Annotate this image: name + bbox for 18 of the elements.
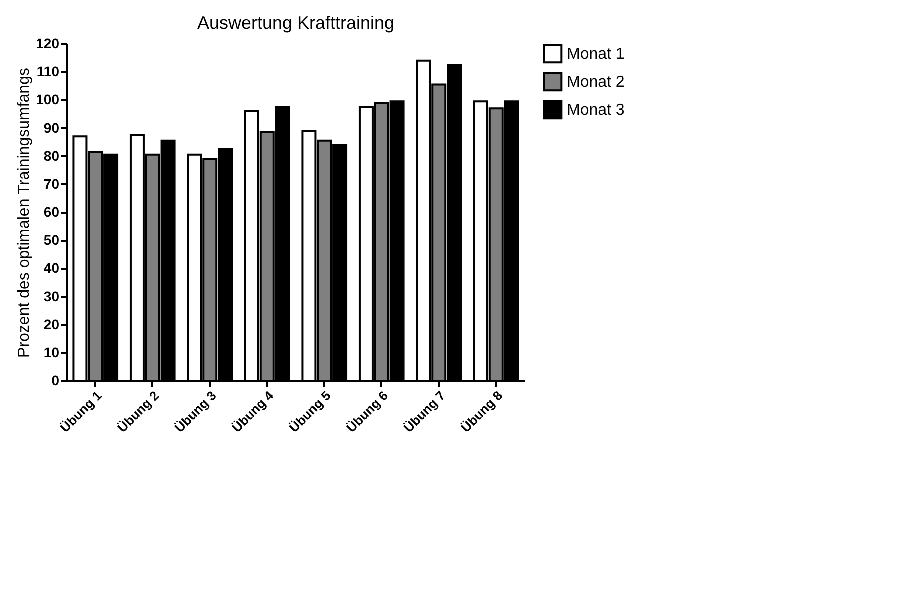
y-tick-label: 120: [36, 36, 60, 52]
y-tick-label: 10: [44, 344, 60, 360]
y-tick-label: 90: [44, 120, 60, 136]
y-tick-label: 110: [36, 64, 60, 80]
y-tick-label: 40: [44, 260, 60, 276]
legend-label: Monat 1: [567, 46, 625, 63]
legend-label: Monat 2: [567, 74, 625, 91]
y-tick-label: 50: [44, 232, 60, 248]
y-tick-label: 70: [44, 176, 60, 192]
y-tick-label: 60: [44, 204, 60, 220]
legend-label: Monat 3: [567, 102, 625, 119]
y-tick-label: 30: [44, 288, 60, 304]
y-tick-label: 100: [36, 92, 60, 108]
y-tick-label: 20: [44, 316, 60, 332]
y-tick-label: 0: [52, 372, 60, 388]
chart-title: Auswertung Krafttraining: [197, 13, 395, 33]
y-axis-title: Prozent des optimalen Trainingsumfangs: [16, 68, 34, 358]
y-tick-label: 80: [44, 148, 60, 164]
